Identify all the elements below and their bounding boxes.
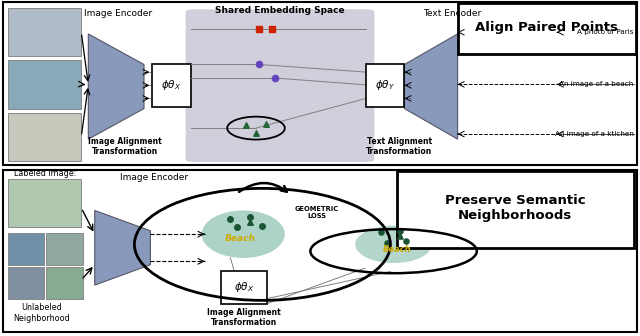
FancyBboxPatch shape [458, 3, 636, 54]
Text: Labeled image:: Labeled image: [13, 169, 76, 178]
Text: $\phi\theta_Y$: $\phi\theta_Y$ [375, 78, 396, 92]
FancyBboxPatch shape [46, 267, 83, 299]
Polygon shape [404, 34, 458, 139]
Point [260, 121, 271, 127]
Point [232, 225, 242, 230]
FancyBboxPatch shape [8, 8, 81, 56]
Point [254, 62, 264, 67]
Point [395, 233, 405, 239]
Point [267, 26, 277, 32]
FancyBboxPatch shape [8, 113, 81, 161]
Text: Shared Embedding Space: Shared Embedding Space [215, 6, 345, 15]
FancyBboxPatch shape [152, 64, 191, 107]
Text: Preserve Semantic
Neighborhoods: Preserve Semantic Neighborhoods [445, 194, 586, 222]
Text: Beach: Beach [383, 245, 411, 254]
Point [257, 223, 268, 228]
FancyBboxPatch shape [366, 64, 404, 107]
FancyBboxPatch shape [221, 271, 267, 304]
FancyBboxPatch shape [397, 171, 634, 248]
Text: Beach: Beach [225, 234, 255, 243]
Point [244, 215, 255, 220]
Text: Unlabeled
Neighborhood: Unlabeled Neighborhood [13, 303, 70, 323]
Text: Image Encoder: Image Encoder [84, 9, 152, 18]
Polygon shape [88, 34, 144, 139]
Text: An image of a ktichen: An image of a ktichen [555, 131, 634, 137]
Text: A photo of Paris: A photo of Paris [577, 29, 634, 35]
Text: Image Encoder: Image Encoder [120, 173, 188, 182]
FancyBboxPatch shape [186, 9, 374, 162]
Point [401, 238, 412, 244]
FancyBboxPatch shape [8, 233, 44, 265]
Polygon shape [95, 210, 150, 285]
Point [244, 220, 255, 225]
Point [376, 230, 386, 235]
Text: GEOMETRIC
LOSS: GEOMETRIC LOSS [295, 206, 339, 219]
Text: An image of a beach: An image of a beach [559, 81, 634, 87]
Point [254, 26, 264, 32]
Point [270, 75, 280, 81]
FancyBboxPatch shape [3, 170, 637, 332]
Text: $\phi\theta_X$: $\phi\theta_X$ [161, 78, 182, 92]
Point [251, 130, 261, 136]
Text: Image Alignment
Transformation: Image Alignment Transformation [88, 137, 162, 157]
Text: Image Alignment
Transformation: Image Alignment Transformation [207, 308, 281, 327]
FancyBboxPatch shape [3, 2, 637, 165]
FancyBboxPatch shape [8, 267, 44, 299]
Ellipse shape [202, 210, 285, 258]
Text: Align Paired Points: Align Paired Points [475, 22, 618, 35]
Text: Text Encoder: Text Encoder [422, 9, 481, 18]
FancyBboxPatch shape [46, 233, 83, 265]
Point [382, 240, 392, 245]
Point [241, 122, 252, 127]
FancyBboxPatch shape [8, 179, 81, 227]
Ellipse shape [355, 226, 432, 263]
Text: Text Alignment
Transformation: Text Alignment Transformation [366, 137, 433, 157]
Point [225, 216, 236, 222]
Point [395, 228, 405, 234]
Text: $\phi\theta_X$: $\phi\theta_X$ [234, 280, 254, 294]
FancyBboxPatch shape [8, 60, 81, 109]
